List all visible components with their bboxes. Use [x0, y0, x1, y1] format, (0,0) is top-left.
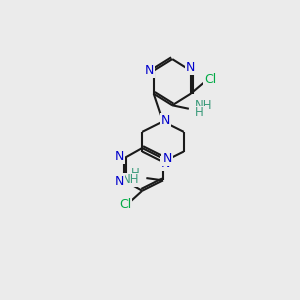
Text: NH: NH [122, 173, 140, 186]
Text: N: N [161, 157, 170, 169]
Text: N: N [145, 64, 154, 77]
Text: N: N [115, 150, 124, 163]
Text: H: H [131, 167, 140, 180]
Text: N: N [115, 175, 124, 188]
Text: H: H [195, 106, 204, 119]
Text: Cl: Cl [204, 73, 216, 86]
Text: N: N [161, 114, 170, 127]
Text: N: N [186, 61, 195, 74]
Text: NH: NH [195, 100, 213, 112]
Text: Cl: Cl [119, 198, 131, 211]
Text: N: N [163, 152, 172, 165]
